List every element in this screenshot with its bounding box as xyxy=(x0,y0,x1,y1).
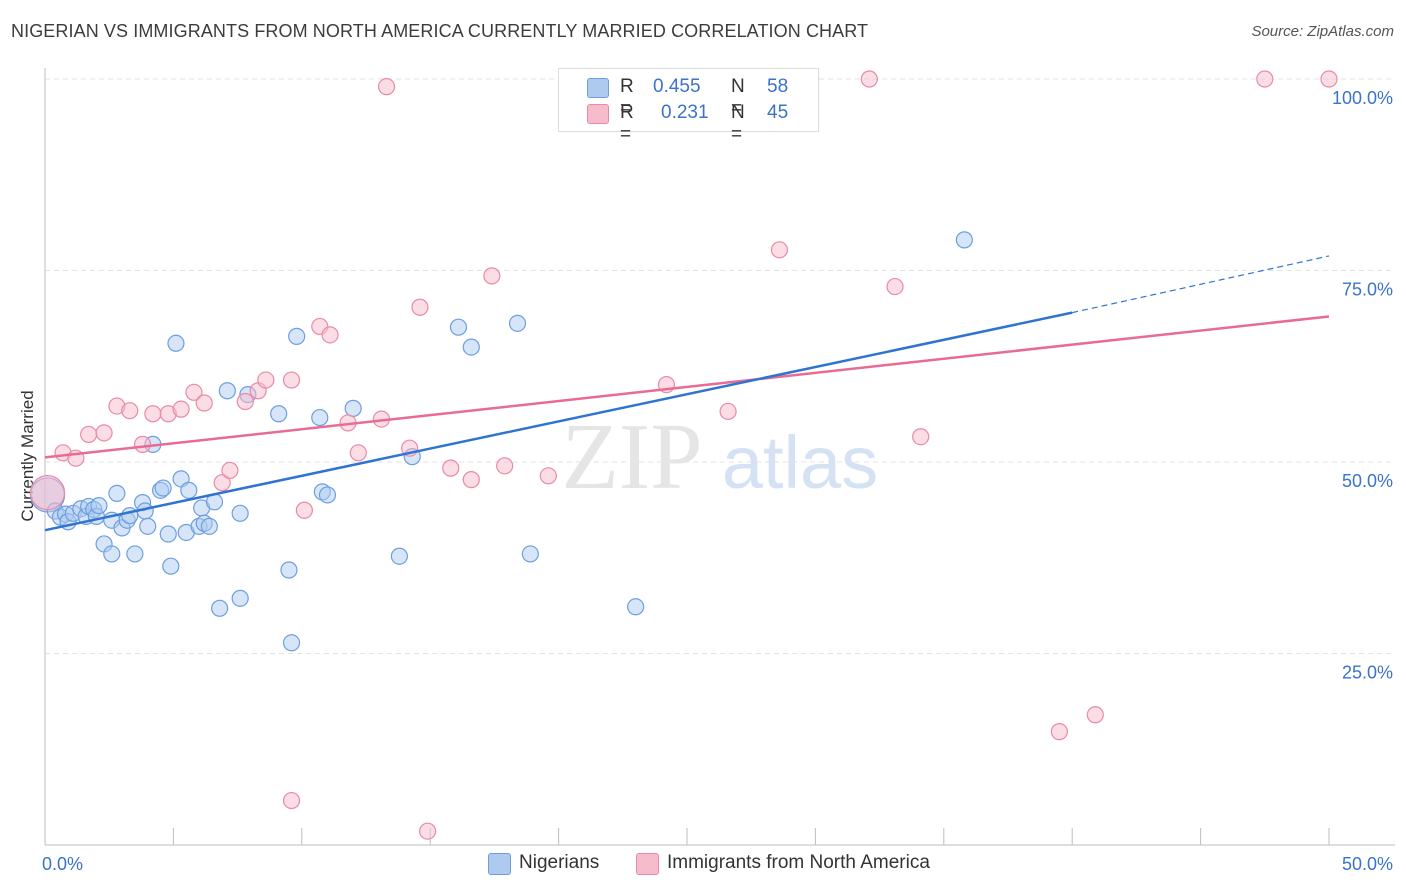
data-point xyxy=(288,327,306,345)
data-point xyxy=(1086,706,1104,724)
source-credit: Source: ZipAtlas.com xyxy=(1251,23,1394,40)
x-tick-label: 50.0% xyxy=(1342,854,1393,874)
data-point xyxy=(167,334,185,352)
data-point xyxy=(311,408,329,427)
data-point xyxy=(185,383,203,401)
data-point xyxy=(377,78,396,96)
data-point xyxy=(172,400,190,418)
data-point xyxy=(627,598,645,616)
legend-n-value: 58 xyxy=(767,76,789,97)
data-point xyxy=(318,486,337,504)
data-point xyxy=(231,589,249,607)
gridlines xyxy=(45,78,1395,654)
legend-label: Nigerians xyxy=(519,852,600,873)
data-point xyxy=(719,402,737,421)
trend-extension-nigerians xyxy=(1072,255,1330,314)
data-point xyxy=(162,557,180,575)
data-point xyxy=(282,634,301,652)
chart-title: NIGERIAN VS IMMIGRANTS FROM NORTH AMERIC… xyxy=(11,21,869,41)
data-point xyxy=(126,545,144,563)
data-point xyxy=(257,371,275,389)
legend-swatch-pink xyxy=(636,853,659,875)
data-point xyxy=(295,501,313,519)
series-immigrants-north-america xyxy=(29,70,1338,840)
legend-label: Immigrants from North America xyxy=(667,852,930,873)
data-point xyxy=(133,435,152,453)
data-point xyxy=(180,481,198,499)
data-point xyxy=(912,428,930,446)
data-point xyxy=(521,545,539,563)
data-point xyxy=(462,471,480,489)
data-point xyxy=(1256,70,1274,88)
data-point xyxy=(90,497,108,515)
data-point xyxy=(349,444,367,462)
data-point xyxy=(213,474,231,492)
data-point xyxy=(139,517,157,535)
legend-swatch-blue xyxy=(587,78,609,98)
data-point xyxy=(539,467,557,485)
data-point xyxy=(218,382,236,400)
y-tick-label: 50.0% xyxy=(1342,471,1393,491)
data-point xyxy=(200,517,218,535)
data-point xyxy=(270,405,288,423)
data-point xyxy=(80,425,98,444)
data-point xyxy=(282,371,301,389)
data-point xyxy=(159,525,177,543)
axes xyxy=(44,68,1395,846)
data-point xyxy=(442,459,460,477)
data-point xyxy=(211,599,229,617)
watermark-zip: ZIP xyxy=(562,405,703,509)
y-tick-label: 25.0% xyxy=(1342,663,1393,683)
data-point xyxy=(95,424,113,442)
trend-lines xyxy=(44,255,1330,532)
legend-n-value: 45 xyxy=(767,102,789,123)
data-point xyxy=(419,822,437,840)
data-point xyxy=(195,394,213,412)
x-tick-label: 0.0% xyxy=(42,854,83,874)
data-point xyxy=(29,475,66,511)
data-point xyxy=(462,338,480,356)
legend-r-value: 0.455 xyxy=(653,76,701,97)
data-point xyxy=(282,791,301,810)
data-point xyxy=(103,545,121,563)
legend-r-label: R = xyxy=(620,102,634,145)
legend-r-value: 0.231 xyxy=(661,102,709,123)
data-point xyxy=(280,561,298,579)
trend-line-immigrants xyxy=(44,315,1330,459)
data-point xyxy=(121,402,139,420)
watermark: ZIP atlas xyxy=(562,405,879,509)
data-point xyxy=(411,298,429,316)
data-point xyxy=(1320,70,1338,88)
data-point xyxy=(496,457,514,475)
data-point xyxy=(770,241,789,259)
data-point xyxy=(154,479,172,497)
legend-r-label: R = xyxy=(620,76,634,119)
y-tick-label: 75.0% xyxy=(1342,280,1393,300)
legend-n-label: N = xyxy=(731,76,745,119)
data-point xyxy=(508,314,527,332)
data-point xyxy=(860,70,878,88)
data-point xyxy=(108,484,126,503)
y-tick-label: 100.0% xyxy=(1332,88,1393,108)
data-point xyxy=(236,392,254,411)
data-point xyxy=(144,405,162,423)
data-point xyxy=(321,326,339,344)
correlation-legend: R = 0.455 N = 58 R = 0.231 N = 45 xyxy=(558,68,819,145)
data-point xyxy=(886,277,904,296)
watermark-atlas: atlas xyxy=(722,421,878,504)
data-point xyxy=(449,318,468,336)
tick-labels: 25.0% 50.0% 75.0% 100.0% 0.0% 50.0% xyxy=(42,88,1393,874)
data-point xyxy=(955,231,973,249)
data-point xyxy=(221,461,239,480)
legend-n-label: N = xyxy=(731,102,745,145)
legend-swatch-blue xyxy=(488,853,511,875)
data-point xyxy=(483,267,501,285)
trend-line-nigerians xyxy=(44,311,1073,532)
legend-swatch-pink xyxy=(587,104,609,124)
data-point xyxy=(231,504,249,522)
data-point xyxy=(344,399,362,417)
data-point xyxy=(1050,723,1068,741)
data-point xyxy=(390,547,408,565)
